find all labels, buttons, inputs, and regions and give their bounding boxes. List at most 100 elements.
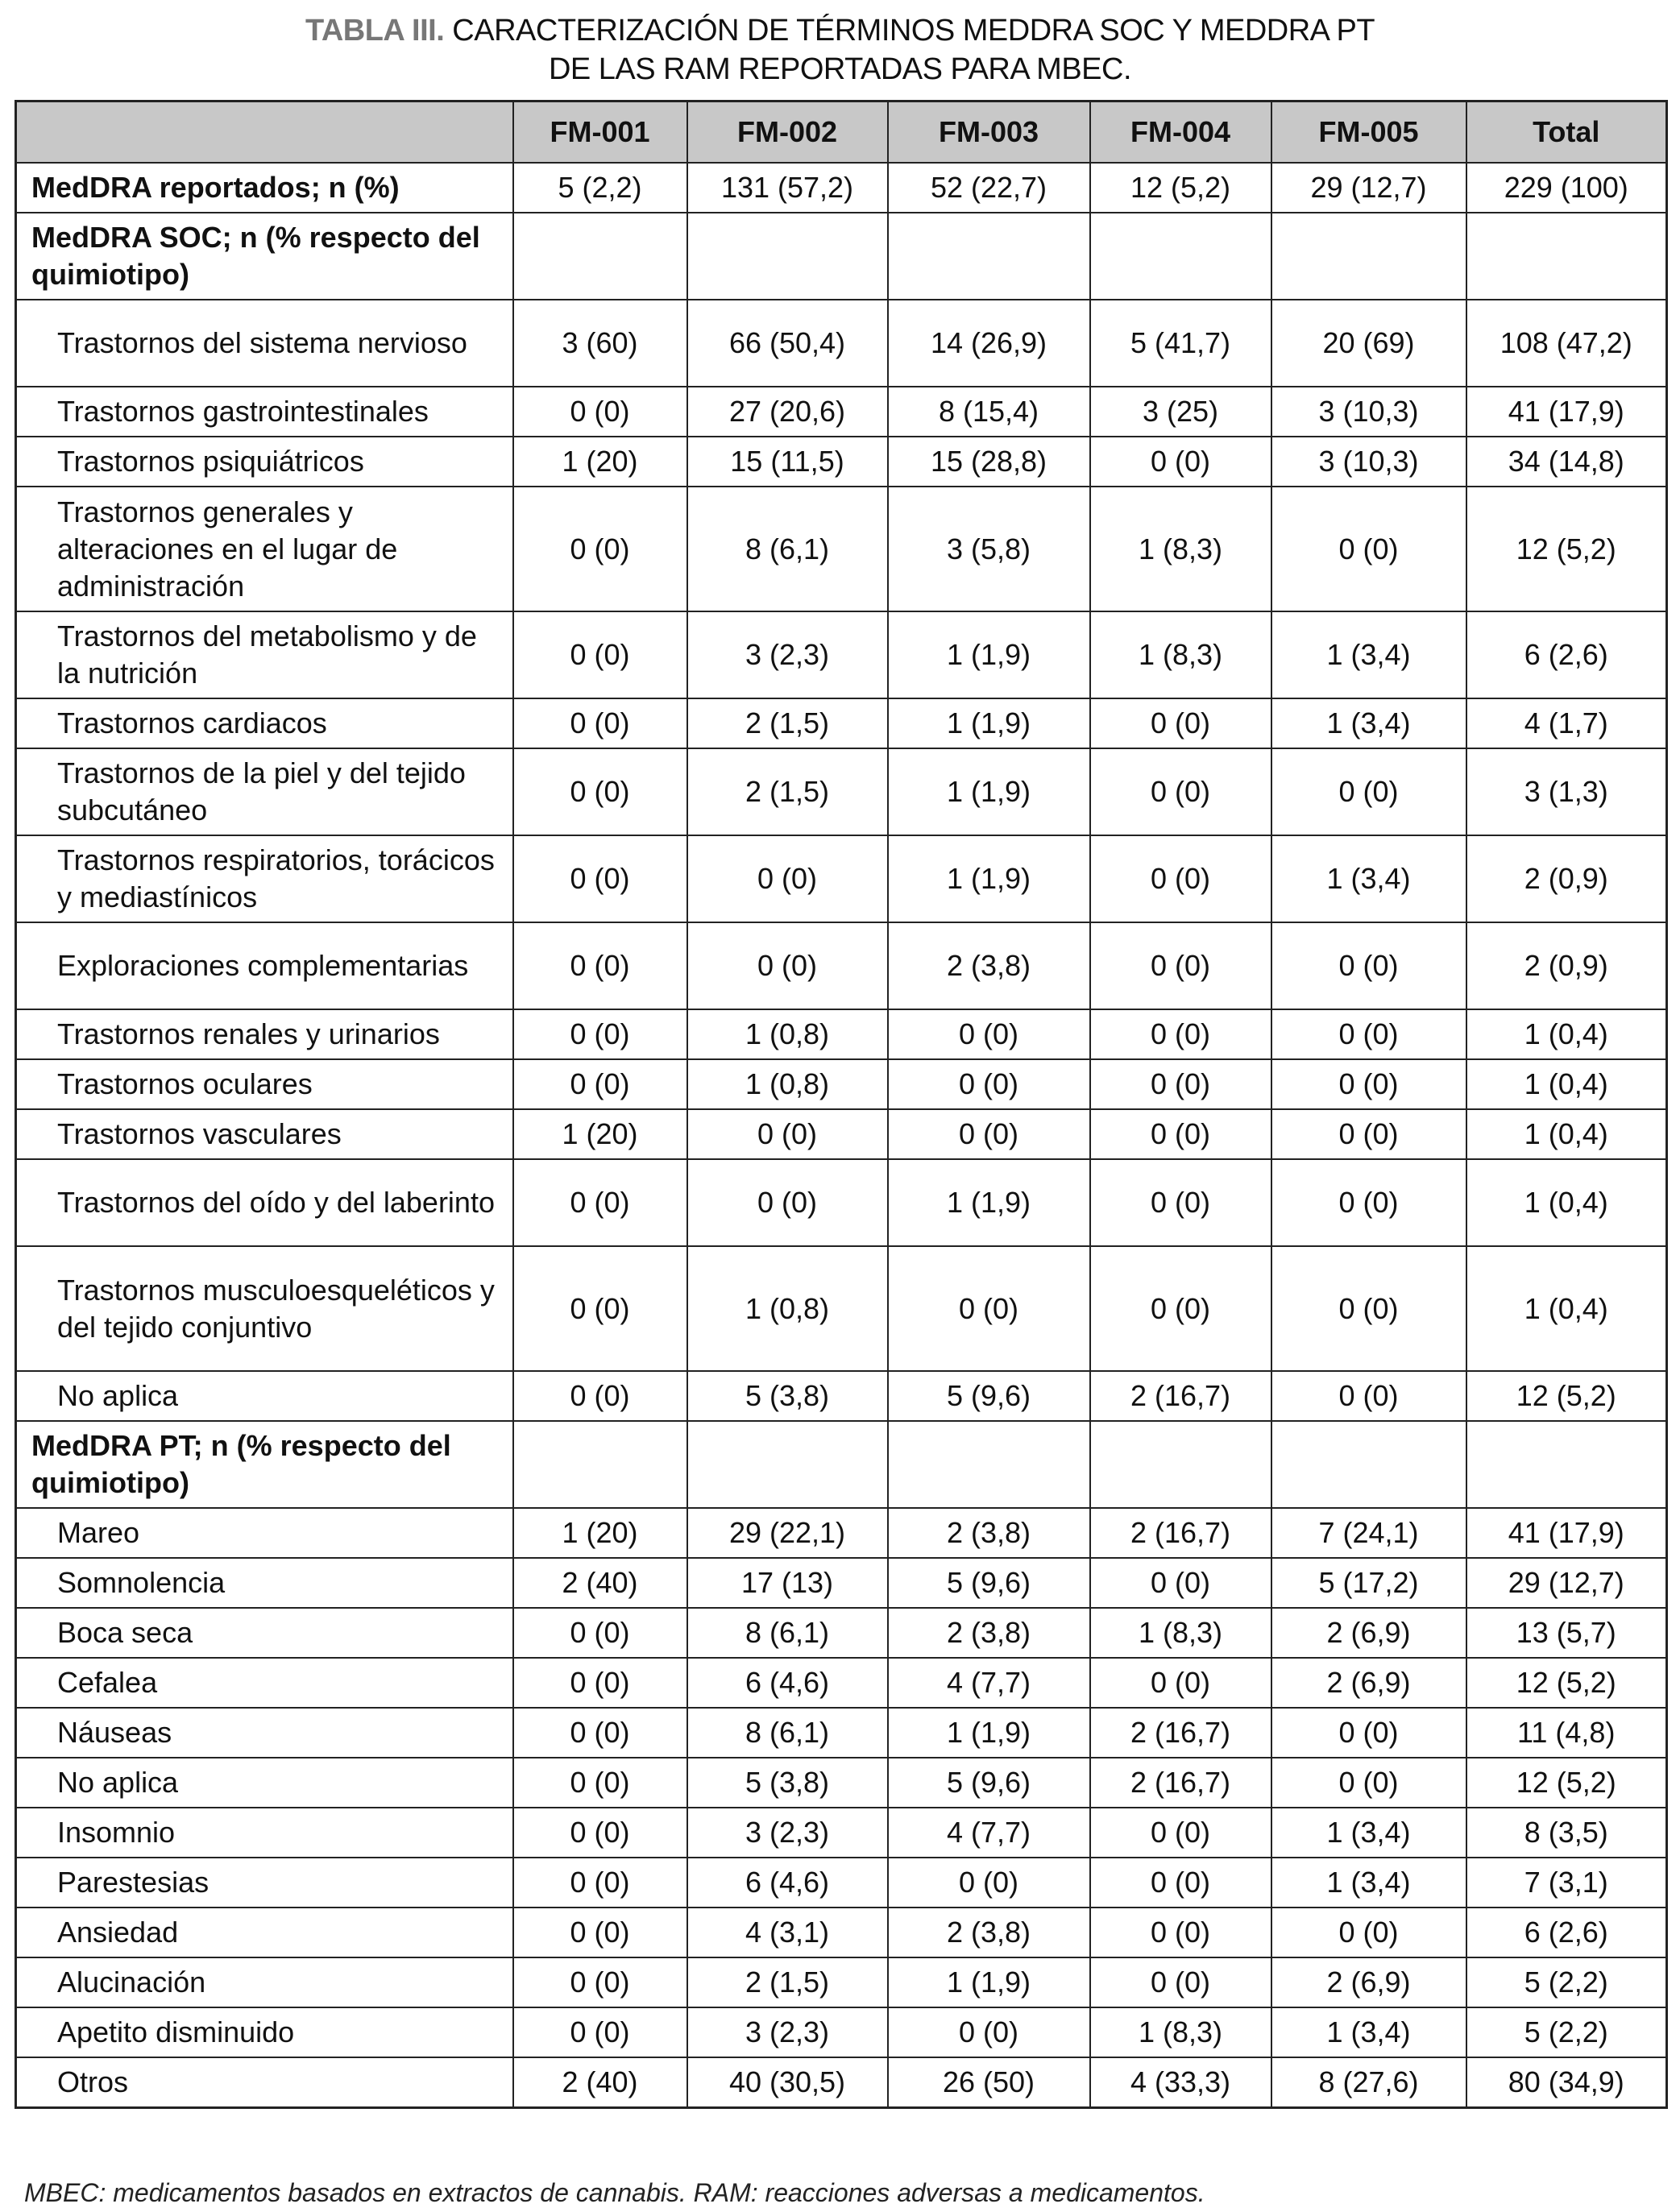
table-cell: 0 (0) bbox=[512, 386, 688, 437]
row-label: Alucinación bbox=[15, 1957, 514, 2008]
row-label: Trastornos psiquiátricos bbox=[15, 436, 514, 487]
table-cell: 34 (14,8) bbox=[1465, 436, 1668, 487]
table-cell: 131 (57,2) bbox=[686, 162, 889, 213]
table-cell: 0 (0) bbox=[1270, 1245, 1467, 1372]
table-row: Ansiedad 0 (0) 4 (3,1) 2 (3,8) 0 (0) 0 (0) 6 (… bbox=[15, 1907, 1668, 1958]
table-cell: 0 (0) bbox=[686, 1108, 889, 1160]
table-row: Trastornos cardiacos 0 (0) 2 (1,5) 1 (1,9) 0… bbox=[15, 698, 1668, 749]
table-cell: 0 (0) bbox=[1270, 922, 1467, 1010]
table-cell: 26 (50) bbox=[886, 2057, 1091, 2109]
table-cell: 0 (0) bbox=[512, 486, 688, 612]
table-cell: 6 (2,6) bbox=[1465, 611, 1668, 699]
column-header bbox=[15, 100, 514, 164]
table-cell: 0 (0) bbox=[886, 1058, 1091, 1110]
table-cell: 2 (6,9) bbox=[1270, 1607, 1467, 1659]
table-cell: 14 (26,9) bbox=[886, 299, 1091, 387]
table-cell: 0 (0) bbox=[1089, 1957, 1272, 2008]
table-cell: 0 (0) bbox=[1089, 1158, 1272, 1247]
table-cell: 5 (3,8) bbox=[686, 1757, 889, 1808]
table-cell: 0 (0) bbox=[1270, 1370, 1467, 1422]
header-row: FM-001 FM-002 FM-003 FM-004 FM-005 Total bbox=[15, 100, 1668, 164]
table-cell: 41 (17,9) bbox=[1465, 386, 1668, 437]
table-cell: 1 (3,4) bbox=[1270, 611, 1467, 699]
table-cell: 12 (5,2) bbox=[1465, 1657, 1668, 1709]
table-cell: 5 (2,2) bbox=[512, 162, 688, 213]
row-label: Trastornos respiratorios, torácicos y me… bbox=[15, 835, 514, 923]
table-cell bbox=[886, 212, 1091, 300]
row-label: Trastornos generales y alteraciones en e… bbox=[15, 486, 514, 612]
table-cell: 3 (1,3) bbox=[1465, 748, 1668, 836]
table-cell: 0 (0) bbox=[512, 611, 688, 699]
table-cell: 0 (0) bbox=[512, 835, 688, 923]
row-label: Trastornos oculares bbox=[15, 1058, 514, 1110]
table-cell: 0 (0) bbox=[1089, 436, 1272, 487]
table-cell: 0 (0) bbox=[512, 1607, 688, 1659]
row-label: Trastornos del metabolismo y de la nutri… bbox=[15, 611, 514, 699]
table-cell: 2 (16,7) bbox=[1089, 1757, 1272, 1808]
table-cell: 1 (1,9) bbox=[886, 835, 1091, 923]
row-label: MedDRA PT; n (% respecto del quimiotipo) bbox=[15, 1420, 514, 1509]
table-cell: 6 (2,6) bbox=[1465, 1907, 1668, 1958]
table-cell: 2 (0,9) bbox=[1465, 922, 1668, 1010]
table-cell: 1 (1,9) bbox=[886, 1957, 1091, 2008]
table-cell: 8 (6,1) bbox=[686, 486, 889, 612]
table-cell: 0 (0) bbox=[512, 1857, 688, 1908]
row-label: Cefalea bbox=[15, 1657, 514, 1709]
table-row: Trastornos del oído y del laberinto 0 (0)… bbox=[15, 1158, 1668, 1247]
table-cell: 229 (100) bbox=[1465, 162, 1668, 213]
table-cell: 2 (3,8) bbox=[886, 1507, 1091, 1559]
table-cell: 15 (28,8) bbox=[886, 436, 1091, 487]
table-row: Trastornos psiquiátricos 1 (20) 15 (11,5) 1… bbox=[15, 436, 1668, 487]
table-cell: 0 (0) bbox=[512, 1245, 688, 1372]
table-cell: 0 (0) bbox=[512, 2007, 688, 2058]
table-cell: 1 (1,9) bbox=[886, 611, 1091, 699]
table-row: Náuseas 0 (0) 8 (6,1) 1 (1,9) 2 (16,7) 0 (0) 1… bbox=[15, 1707, 1668, 1758]
table-cell: 0 (0) bbox=[512, 1058, 688, 1110]
table-cell: 0 (0) bbox=[1089, 1009, 1272, 1060]
table-cell: 12 (5,2) bbox=[1465, 1757, 1668, 1808]
table-cell: 2 (0,9) bbox=[1465, 835, 1668, 923]
title-line-2: DE LAS RAM REPORTADAS PARA MBEC. bbox=[548, 52, 1132, 86]
row-label: Trastornos cardiacos bbox=[15, 698, 514, 749]
table-cell: 6 (4,6) bbox=[686, 1657, 889, 1709]
row-label: Somnolencia bbox=[15, 1557, 514, 1609]
table-cell: 0 (0) bbox=[1089, 1108, 1272, 1160]
row-label: Trastornos musculoesqueléticos y del tej… bbox=[15, 1245, 514, 1372]
table-cell: 0 (0) bbox=[512, 1707, 688, 1758]
table-row: Trastornos renales y urinarios 0 (0) 1 (0,… bbox=[15, 1009, 1668, 1060]
table-cell: 4 (7,7) bbox=[886, 1657, 1091, 1709]
table-cell: 0 (0) bbox=[512, 1807, 688, 1858]
table-cell: 0 (0) bbox=[1089, 1907, 1272, 1958]
row-label: Mareo bbox=[15, 1507, 514, 1559]
table-cell bbox=[512, 212, 688, 300]
table-cell: 1 (8,3) bbox=[1089, 2007, 1272, 2058]
table-cell: 2 (16,7) bbox=[1089, 1370, 1272, 1422]
table-cell: 0 (0) bbox=[1270, 1108, 1467, 1160]
table-cell: 1 (20) bbox=[512, 1507, 688, 1559]
column-header: FM-003 bbox=[886, 100, 1091, 164]
table-row: MedDRA PT; n (% respecto del quimiotipo) bbox=[15, 1420, 1668, 1509]
table-cell: 5 (9,6) bbox=[886, 1557, 1091, 1609]
table-cell: 12 (5,2) bbox=[1089, 162, 1272, 213]
table-cell bbox=[1465, 1420, 1668, 1509]
table-cell: 1 (1,9) bbox=[886, 1158, 1091, 1247]
table-cell: 52 (22,7) bbox=[886, 162, 1091, 213]
row-label: Apetito disminuido bbox=[15, 2007, 514, 2058]
table-cell: 2 (40) bbox=[512, 1557, 688, 1609]
table-cell: 1 (20) bbox=[512, 436, 688, 487]
table-cell: 0 (0) bbox=[1089, 698, 1272, 749]
row-label: Ansiedad bbox=[15, 1907, 514, 1958]
table-row: Trastornos del sistema nervioso 3 (60) 66 … bbox=[15, 299, 1668, 387]
table-cell: 2 (6,9) bbox=[1270, 1957, 1467, 2008]
table-cell: 40 (30,5) bbox=[686, 2057, 889, 2109]
table-row: Somnolencia 2 (40) 17 (13) 5 (9,6) 0 (0) 5 (1… bbox=[15, 1557, 1668, 1609]
table-cell: 6 (4,6) bbox=[686, 1857, 889, 1908]
table-row: Trastornos vasculares 1 (20) 0 (0) 0 (0) 0 (… bbox=[15, 1108, 1668, 1160]
row-label: Trastornos gastrointestinales bbox=[15, 386, 514, 437]
table-cell: 15 (11,5) bbox=[686, 436, 889, 487]
table-cell: 1 (0,4) bbox=[1465, 1108, 1668, 1160]
table-cell: 0 (0) bbox=[1089, 1657, 1272, 1709]
table-cell: 2 (3,8) bbox=[886, 1907, 1091, 1958]
table-cell: 0 (0) bbox=[512, 1657, 688, 1709]
table-cell: 27 (20,6) bbox=[686, 386, 889, 437]
